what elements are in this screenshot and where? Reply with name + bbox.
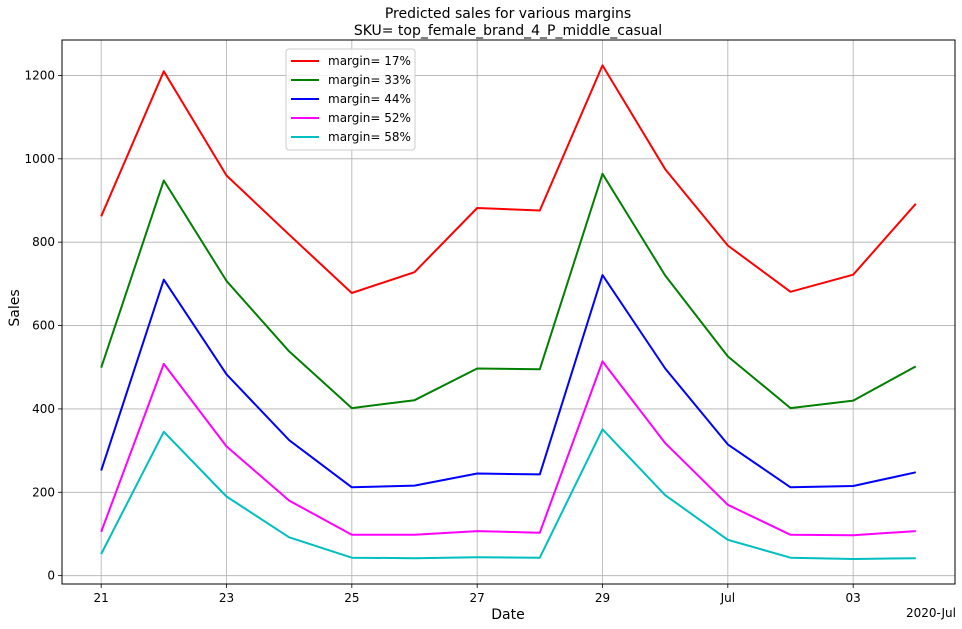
x-tick-label: 25 bbox=[344, 591, 359, 605]
series-line-0 bbox=[100, 64, 917, 294]
series-line-3 bbox=[100, 360, 916, 537]
x-tick-label: 23 bbox=[219, 591, 234, 605]
y-tick-label: 1000 bbox=[24, 152, 55, 166]
chart-subtitle: SKU= top_female_brand_4_P_middle_casual bbox=[354, 23, 662, 39]
y-tick-label: 600 bbox=[32, 319, 55, 333]
legend: margin= 17% margin= 33% margin= 44% margin=… bbox=[285, 48, 416, 151]
y-tick-label: 1200 bbox=[24, 68, 55, 82]
x-tick-label: 03 bbox=[846, 591, 861, 605]
series-lines bbox=[100, 64, 917, 560]
legend-label: margin= 58% bbox=[328, 130, 411, 144]
plot-frame bbox=[61, 39, 956, 585]
y-tick-label: 200 bbox=[32, 485, 55, 499]
legend-label: margin= 52% bbox=[328, 111, 411, 125]
x-tick-label: Jul bbox=[720, 591, 735, 605]
legend-label: margin= 33% bbox=[328, 73, 411, 87]
y-tick-label: 0 bbox=[47, 569, 55, 583]
series-line-2 bbox=[100, 274, 917, 489]
chart-title: Predicted sales for various margins bbox=[385, 6, 631, 22]
y-axis-label: Sales bbox=[7, 289, 23, 326]
y-tick-label: 800 bbox=[32, 235, 55, 249]
x-offset-label: 2020-Jul bbox=[906, 606, 956, 620]
series-line-1 bbox=[100, 172, 917, 410]
y-tick-label: 400 bbox=[32, 402, 55, 416]
ticks: 21 23 25 27 29 Jul 03 0 200 400 600 800 1000 1200 bbox=[24, 68, 860, 605]
legend-label: margin= 44% bbox=[328, 92, 411, 106]
x-tick-label: 29 bbox=[595, 591, 610, 605]
legend-box bbox=[285, 48, 416, 151]
legend-label: margin= 17% bbox=[328, 54, 411, 68]
x-tick-label: 21 bbox=[94, 591, 109, 605]
x-axis-label: Date bbox=[491, 607, 524, 623]
grid bbox=[62, 40, 955, 584]
series-line-4 bbox=[100, 428, 916, 560]
x-tick-label: 27 bbox=[470, 591, 485, 605]
